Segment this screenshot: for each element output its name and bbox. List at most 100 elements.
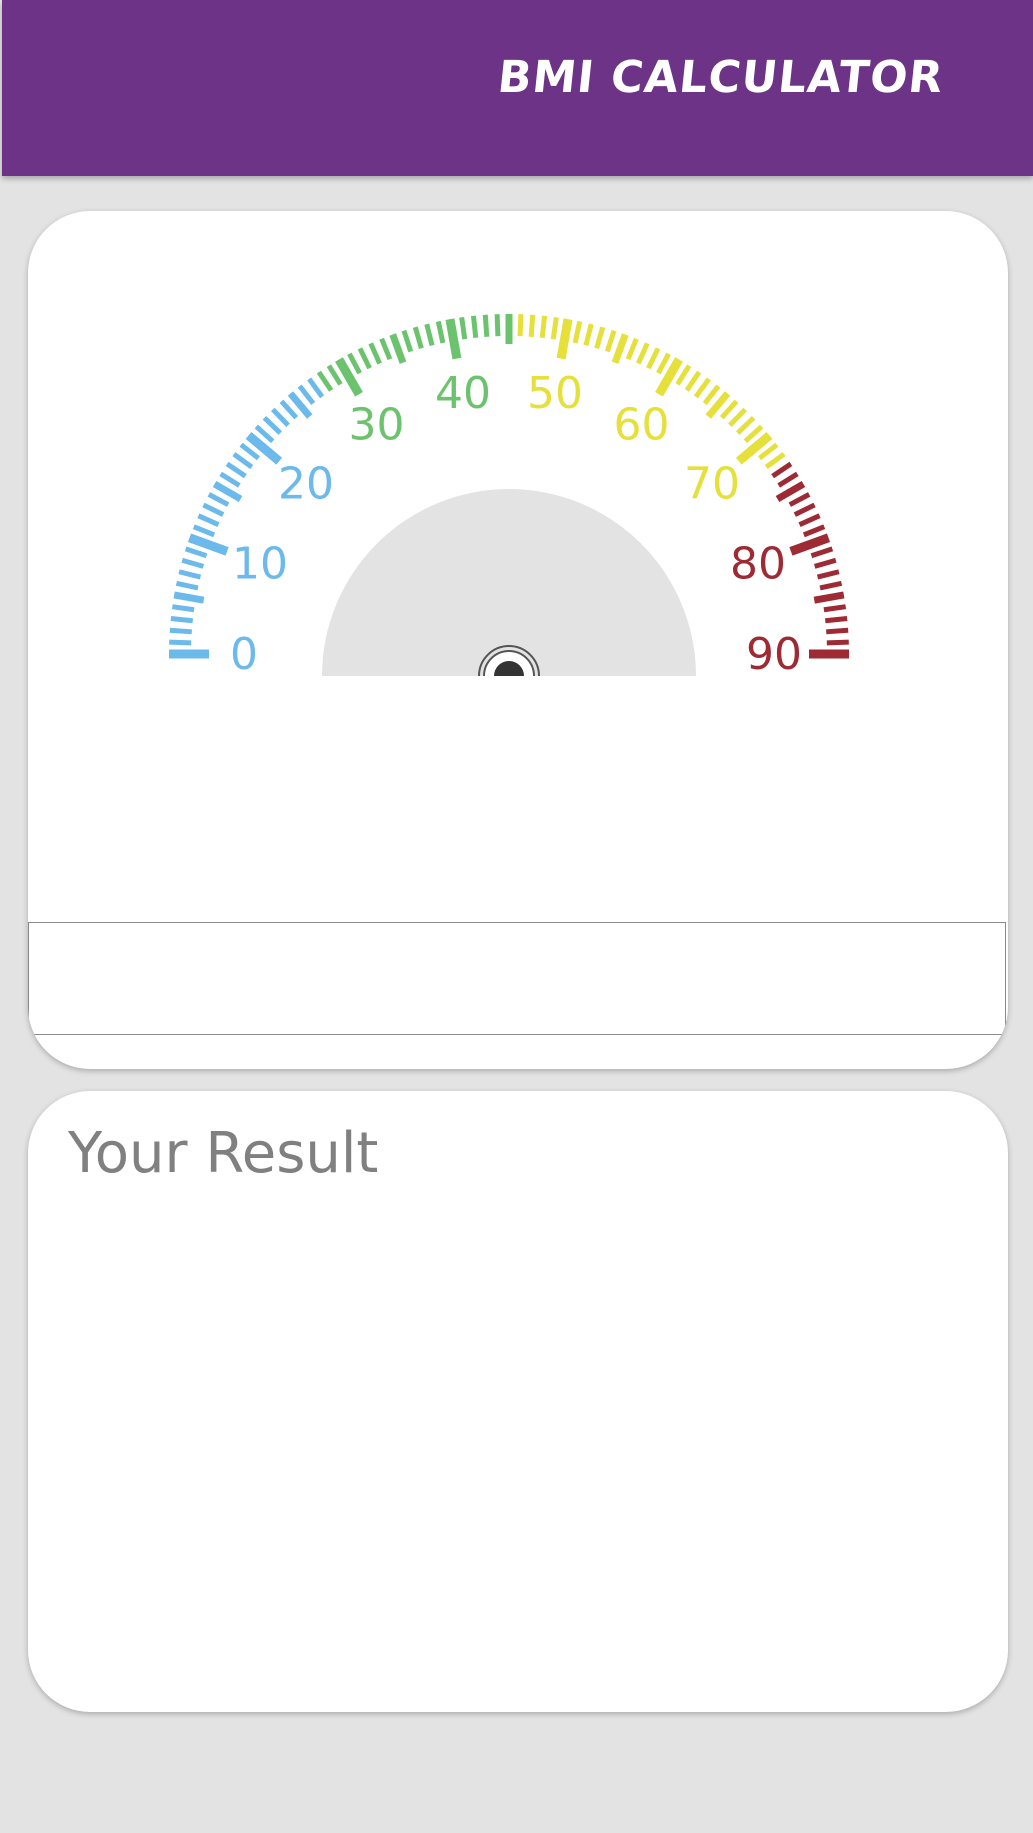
gauge-tick [556, 318, 573, 360]
gauge-tick [789, 533, 831, 556]
gauge-tick [271, 407, 290, 427]
gauge-label: 40 [435, 368, 491, 419]
gauge-tick [775, 480, 806, 503]
gauge-tick [184, 546, 208, 559]
app-header: BMI CALCULATOR [2, 0, 1033, 176]
gauge-tick [572, 320, 583, 344]
gauge-tick [401, 329, 414, 353]
gauge-tick [802, 524, 826, 538]
gauge-tick [810, 546, 834, 559]
gauge-label: 90 [746, 629, 802, 680]
gauge-tick [771, 461, 793, 479]
gauge-tick [225, 461, 247, 479]
gauge-ticks [169, 314, 849, 659]
gauge-tick [178, 569, 202, 580]
gauge-tick [528, 314, 536, 337]
gauge-tick [702, 384, 721, 405]
result-title: Your Result [68, 1121, 379, 1186]
gauge-label: 50 [527, 368, 583, 419]
gauge-tick [435, 320, 446, 344]
gauge-tick [743, 424, 764, 444]
gauge-tick [655, 357, 683, 397]
gauge-tick [736, 416, 756, 435]
gauge-tick [212, 480, 243, 503]
gauge-tick [175, 580, 199, 591]
gauge-tick [813, 591, 845, 604]
gauge-tick [254, 424, 275, 444]
gauge-tick [693, 377, 711, 399]
gauge-tick [826, 639, 849, 646]
result-card: Your Result [28, 1091, 1008, 1712]
gauge-tick [550, 316, 559, 340]
gauge-tick [207, 492, 230, 507]
bmi-gauge: 0 10 20 30 40 50 60 70 80 90 [28, 314, 1008, 911]
gauge-tick [470, 315, 479, 339]
gauge-tick [326, 364, 343, 386]
gauge-label: 30 [349, 400, 405, 451]
gauge-label: 10 [232, 538, 288, 589]
gauge-dial [322, 489, 696, 676]
gauge-tick [173, 591, 205, 604]
gauge-tick [459, 316, 468, 340]
gauge-tick [287, 391, 313, 419]
gauge-tick [187, 533, 229, 556]
gauge-tick [826, 627, 849, 635]
gauge-tick [482, 314, 490, 337]
gauge-tick [813, 557, 837, 569]
gauge-tick [824, 615, 848, 624]
gauge-tick [239, 442, 260, 461]
gauge-tick [307, 377, 325, 399]
gauge-tick [583, 323, 594, 347]
gauge-tick [798, 513, 821, 527]
gauge-tick [412, 326, 424, 350]
gauge-label: 60 [614, 400, 670, 451]
gauge-tick [169, 627, 192, 635]
gauge-tick [788, 492, 811, 507]
gauge-tick [279, 399, 299, 420]
gauge-tick [335, 357, 363, 397]
gauge-tick [539, 315, 548, 339]
gauge-tick [170, 615, 194, 624]
gauge-tick [389, 333, 407, 364]
gauge-tick [297, 384, 316, 405]
gauge-tick [181, 557, 205, 569]
gauge-tick [735, 432, 773, 465]
gauge-tick [823, 604, 847, 613]
gauge-tick [684, 370, 702, 392]
gauge-tick [202, 502, 225, 517]
gauge-tick [675, 364, 692, 386]
app-title: BMI CALCULATOR [494, 52, 946, 103]
gauge-tick [232, 452, 254, 470]
gauge-tick [793, 502, 816, 517]
gauge-tick [192, 524, 216, 538]
gauge-tick [262, 416, 282, 435]
gauge-tick [611, 333, 629, 364]
gauge-label: 80 [730, 538, 786, 589]
gauge-tick [171, 604, 195, 613]
gauge-tick [379, 337, 393, 361]
gauge-tick [219, 471, 241, 488]
gauge-tick [197, 513, 220, 527]
gauge-tick [758, 442, 779, 461]
gauge-tick [445, 318, 462, 360]
gauge-label: 20 [278, 459, 334, 510]
gauge-tick [424, 323, 435, 347]
gauge-card: 0 10 20 30 40 50 60 70 80 90 [28, 211, 1008, 1069]
gauge-tick [719, 399, 739, 420]
bmi-input-field[interactable] [28, 922, 1006, 1035]
gauge-tick [777, 471, 799, 488]
gauge-tick [705, 391, 731, 419]
gauge-tick [245, 432, 283, 465]
gauge-tick [625, 337, 639, 361]
gauge-tick [368, 342, 382, 365]
gauge-labels: 0 10 20 30 40 50 60 70 80 90 [230, 368, 802, 680]
gauge-label: 70 [684, 459, 740, 510]
gauge-tick [494, 314, 501, 337]
gauge-label: 0 [230, 629, 258, 680]
gauge-tick [764, 452, 786, 470]
gauge-tick [819, 580, 843, 591]
gauge-tick [517, 314, 524, 337]
gauge-tick [646, 347, 661, 370]
gauge-tick [594, 326, 606, 350]
gauge-tick [604, 329, 617, 353]
